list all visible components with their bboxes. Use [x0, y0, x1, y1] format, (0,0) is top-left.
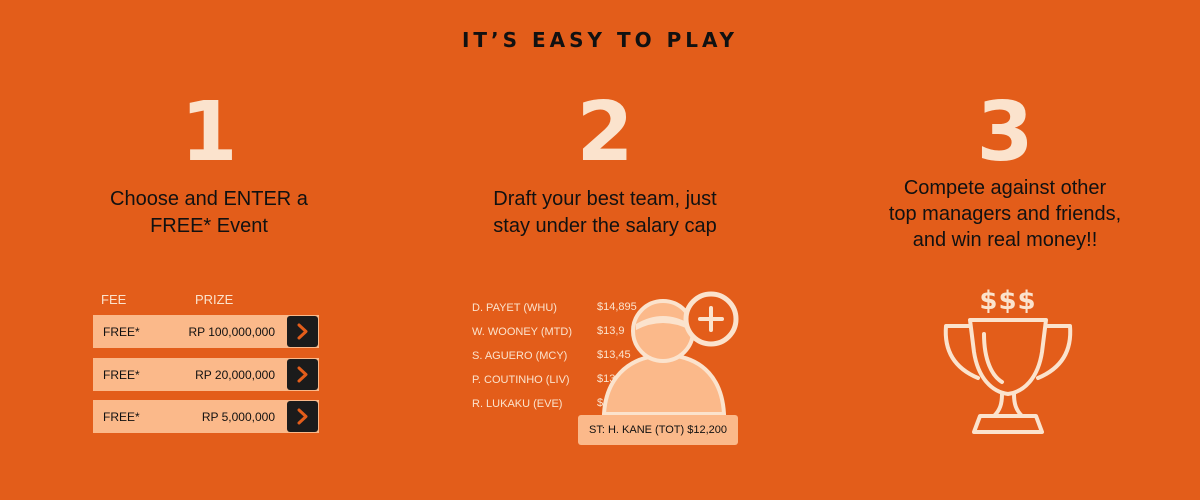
event-prize: RP 20,000,000	[195, 368, 275, 382]
event-prize: RP 100,000,000	[188, 325, 275, 339]
event-fee: FREE*	[103, 325, 140, 339]
player-name: S. AGUERO (MCY)	[472, 350, 568, 362]
step-description: Choose and ENTER a FREE* Event	[9, 186, 409, 240]
player-name: W. WOONEY (MTD)	[472, 326, 573, 338]
step-description-line: FREE* Event	[150, 215, 268, 237]
step-description: Compete against other top managers and f…	[805, 175, 1200, 253]
enter-event-button[interactable]	[287, 316, 318, 347]
step-description-line: Draft your best team, just	[493, 188, 717, 210]
player-salary: $13,9	[597, 325, 625, 337]
chevron-right-icon	[297, 366, 308, 383]
step-description-line: and win real money!!	[912, 229, 1098, 251]
step-description-line: top managers and friends,	[888, 203, 1122, 225]
player-name: D. PAYET (WHU)	[472, 302, 557, 314]
add-user-icon	[601, 291, 739, 416]
step-number: 2	[576, 85, 634, 180]
selected-player: ST: H. KANE (TOT) $12,200	[578, 415, 738, 445]
fee-header: FEE	[101, 292, 127, 307]
player-name: P. COUTINHO (LIV)	[472, 374, 570, 386]
step-number: 3	[976, 85, 1034, 180]
player-salary: $14,895	[597, 301, 637, 313]
step-description: Draft your best team, just stay under th…	[405, 186, 805, 240]
player-name: R. LUKAKU (EVE)	[472, 398, 563, 410]
event-prize: RP 5,000,000	[201, 410, 275, 424]
player-salary: $	[597, 397, 604, 409]
dollar-signs: $$$	[979, 286, 1037, 316]
player-salary: $13,45	[597, 349, 631, 361]
enter-event-button[interactable]	[287, 359, 318, 390]
page-title: IT’S EASY TO PLAY	[461, 28, 739, 52]
event-fee: FREE*	[103, 410, 140, 424]
enter-event-button[interactable]	[287, 401, 318, 432]
trophy-icon	[943, 318, 1073, 434]
prize-header: PRIZE	[195, 292, 234, 307]
event-row[interactable]: FREE* RP 100,000,000	[93, 315, 319, 348]
chevron-right-icon	[297, 408, 308, 425]
event-fee: FREE*	[103, 368, 140, 382]
step-description-line: stay under the salary cap	[493, 215, 717, 237]
event-row[interactable]: FREE* RP 5,000,000	[93, 400, 319, 433]
step-number: 1	[180, 85, 238, 180]
step-description-line: Choose and ENTER a	[110, 188, 308, 210]
event-row[interactable]: FREE* RP 20,000,000	[93, 358, 319, 391]
step-description-line: Compete against other	[903, 177, 1107, 199]
chevron-right-icon	[297, 323, 308, 340]
